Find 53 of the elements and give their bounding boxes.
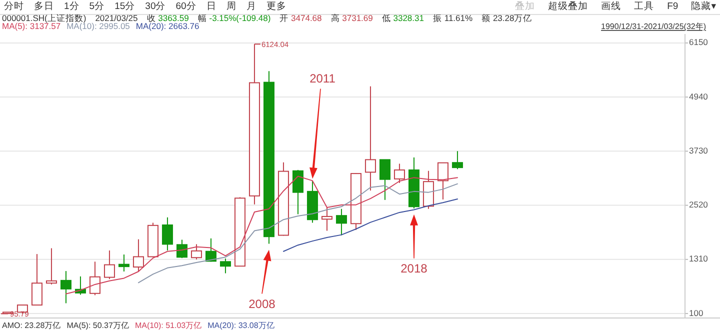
candlestick: [263, 70, 274, 244]
text: 周: [226, 1, 236, 12]
text: 振 11.61%: [432, 13, 473, 23]
text: MA(10): 51.03万亿: [134, 321, 202, 330]
y-tick-label: 2520: [689, 200, 708, 210]
candlestick: [60, 270, 72, 304]
text: 幅 -3.15%(-109.48): [198, 13, 271, 23]
candlestick: [248, 44, 260, 205]
candlestick: [364, 86, 376, 192]
text: AMO: 23.28万亿: [2, 321, 61, 330]
text: 工具: [634, 1, 654, 12]
text: 1990/12/31-2021/03/25(32年): [601, 22, 706, 31]
line-series: [282, 198, 458, 252]
y-tick-label: 3730: [689, 145, 708, 156]
text: 收 3363.59: [146, 13, 190, 23]
y-tick-label: 4940: [689, 91, 708, 102]
candlestick: [118, 254, 130, 272]
text: 开 3474.68: [280, 13, 322, 23]
text: 分时: [4, 0, 24, 12]
text: MA(5): 3137.57: [2, 21, 61, 31]
text: 多日: [34, 0, 54, 12]
text: 隐藏▾: [691, 0, 716, 12]
text: 画线: [601, 0, 622, 12]
chart-title: 000001.SH(上证指数): [2, 13, 86, 23]
text: 1分: [64, 0, 80, 12]
text: 30分: [145, 0, 166, 12]
line-series: [138, 183, 458, 284]
text: 2021/03/25: [95, 13, 138, 23]
text: MA(5): 50.37万亿: [66, 321, 129, 330]
text: 15分: [114, 0, 136, 12]
text: 更多: [266, 0, 286, 12]
text: 超级叠加: [548, 0, 588, 12]
text: 月: [246, 1, 256, 12]
text: 低 3328.31: [382, 13, 424, 23]
text: 叠加: [515, 0, 536, 12]
text: MA(20): 33.08万亿: [208, 321, 274, 330]
text: 日: [206, 1, 216, 12]
y-tick-label: 1310: [689, 254, 708, 264]
annotation: 2011: [310, 72, 336, 86]
text: 60分: [176, 0, 196, 12]
text: F9: [667, 1, 678, 12]
candlestick: [422, 170, 434, 210]
annotation: 2018: [400, 261, 428, 276]
candlestick: [321, 206, 332, 232]
annotation: 2008: [248, 296, 276, 311]
candlestick: [162, 216, 173, 251]
y-tick-label: 100: [689, 308, 704, 318]
text: 高 3731.69: [330, 13, 374, 23]
text: MA(10): 2995.05: [66, 21, 130, 31]
y-tick-label: 6150: [689, 37, 708, 48]
text: MA(20): 2663.76: [136, 21, 200, 31]
text: 5分: [89, 0, 105, 12]
text: 额 23.28万亿: [482, 13, 532, 23]
